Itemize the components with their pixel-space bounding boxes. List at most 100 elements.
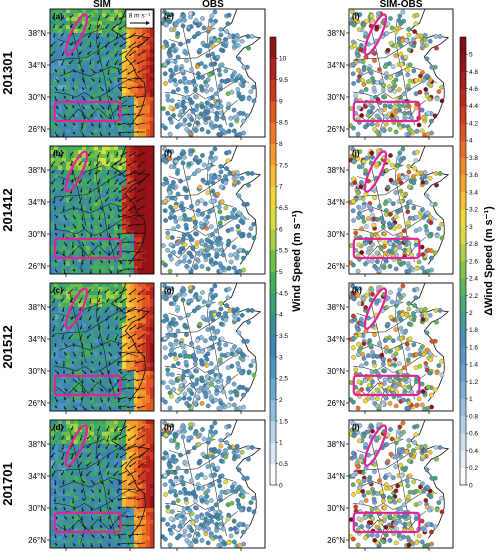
sim-cell xyxy=(122,57,127,62)
diff-station xyxy=(387,61,392,66)
wind-arrowhead xyxy=(61,319,64,322)
sim-cell xyxy=(98,403,103,408)
sim-cell xyxy=(82,403,87,408)
obs-station xyxy=(216,175,221,181)
sim-cell xyxy=(114,307,119,312)
obs-station xyxy=(162,198,168,204)
sim-cell xyxy=(122,327,127,332)
sim-cell xyxy=(114,29,119,34)
sim-cell xyxy=(54,190,59,195)
sim-cell xyxy=(54,129,59,134)
wind-arrowhead xyxy=(90,97,93,100)
wind-arrowhead xyxy=(114,18,117,21)
obs-station xyxy=(192,127,198,133)
sim-cell xyxy=(110,299,115,304)
sim-cell xyxy=(94,351,99,356)
sim-cell xyxy=(130,146,135,151)
sim-cell xyxy=(82,9,87,14)
sim-cell xyxy=(74,331,79,336)
region-box xyxy=(352,100,421,123)
wind-arrowhead xyxy=(89,271,92,274)
sim-cell xyxy=(130,81,135,86)
sim-cell xyxy=(114,210,119,215)
obs-station xyxy=(215,54,221,60)
sim-cell xyxy=(142,335,147,340)
sim-cell xyxy=(62,25,67,30)
sim-cell xyxy=(98,291,103,296)
sim-cell xyxy=(126,45,131,50)
sim-cell xyxy=(94,335,99,340)
sim-cell xyxy=(146,29,151,34)
sim-cell xyxy=(146,73,151,78)
sim-cell xyxy=(66,218,71,223)
wind-arrowhead xyxy=(86,336,90,339)
boundary-line xyxy=(56,373,127,396)
sim-cell xyxy=(82,49,87,54)
sim-cell xyxy=(122,182,127,187)
sim-cell xyxy=(82,69,87,74)
sim-cell xyxy=(146,246,151,251)
sim-cell xyxy=(150,81,154,86)
sim-cell xyxy=(98,315,103,320)
sim-cell xyxy=(110,266,115,271)
diff-station xyxy=(424,210,430,216)
sim-cell xyxy=(126,117,131,122)
sim-cell xyxy=(98,339,103,344)
sim-cell xyxy=(90,375,95,380)
obs-station xyxy=(234,37,240,43)
sim-cell xyxy=(82,210,87,215)
sim-cell xyxy=(86,146,91,151)
sim-cell xyxy=(146,162,151,167)
wind-arrowhead xyxy=(108,344,111,347)
wind-arrowhead xyxy=(127,259,130,262)
sim-cell xyxy=(70,9,75,14)
sim-cell xyxy=(130,113,135,118)
sim-cell xyxy=(122,315,127,320)
sim-cell xyxy=(74,347,79,352)
sim-cell xyxy=(82,246,87,251)
obs-station xyxy=(245,34,251,39)
obs-station xyxy=(249,34,255,39)
sim-cell xyxy=(90,85,95,90)
sim-cell xyxy=(54,93,59,98)
sim-cell xyxy=(94,121,99,126)
obs-station xyxy=(240,83,246,89)
diff-station xyxy=(422,174,428,180)
sim-cell xyxy=(98,262,103,267)
sim-cell xyxy=(134,85,139,90)
sim-cell xyxy=(130,105,135,110)
sim-cell xyxy=(102,17,107,22)
sim-cell xyxy=(110,291,115,296)
sim-cell xyxy=(102,379,107,384)
sim-cell xyxy=(94,109,99,114)
sim-cell xyxy=(114,331,119,336)
sim-cell xyxy=(134,194,139,199)
diff-station xyxy=(363,104,368,109)
sim-cell xyxy=(122,129,127,134)
sim-cell xyxy=(102,283,107,288)
sim-cell xyxy=(62,162,67,167)
panel-b: (b)26°N30°N34°N38°N xyxy=(28,145,155,277)
sim-cell xyxy=(50,214,55,219)
sim-cell xyxy=(66,287,71,292)
sim-cell xyxy=(66,387,71,392)
diff-station xyxy=(393,77,399,83)
diff-station xyxy=(385,184,391,190)
wind-arrowhead xyxy=(119,261,123,264)
sim-cell xyxy=(58,162,63,167)
sim-cell xyxy=(134,69,139,74)
sim-cell xyxy=(114,13,119,18)
obs-station xyxy=(214,247,220,253)
sim-cell xyxy=(142,77,147,82)
diff-station xyxy=(387,87,393,92)
obs-station xyxy=(239,77,245,83)
obs-station xyxy=(239,233,244,239)
wind-arrowhead xyxy=(120,309,123,312)
sim-cell xyxy=(66,45,71,50)
diff-station xyxy=(368,68,373,74)
sim-cell xyxy=(106,65,111,70)
lat-tick-label: 30°N xyxy=(28,367,46,376)
wind-arrowhead xyxy=(128,45,131,48)
sim-cell xyxy=(66,206,71,211)
sim-cell xyxy=(94,210,99,215)
